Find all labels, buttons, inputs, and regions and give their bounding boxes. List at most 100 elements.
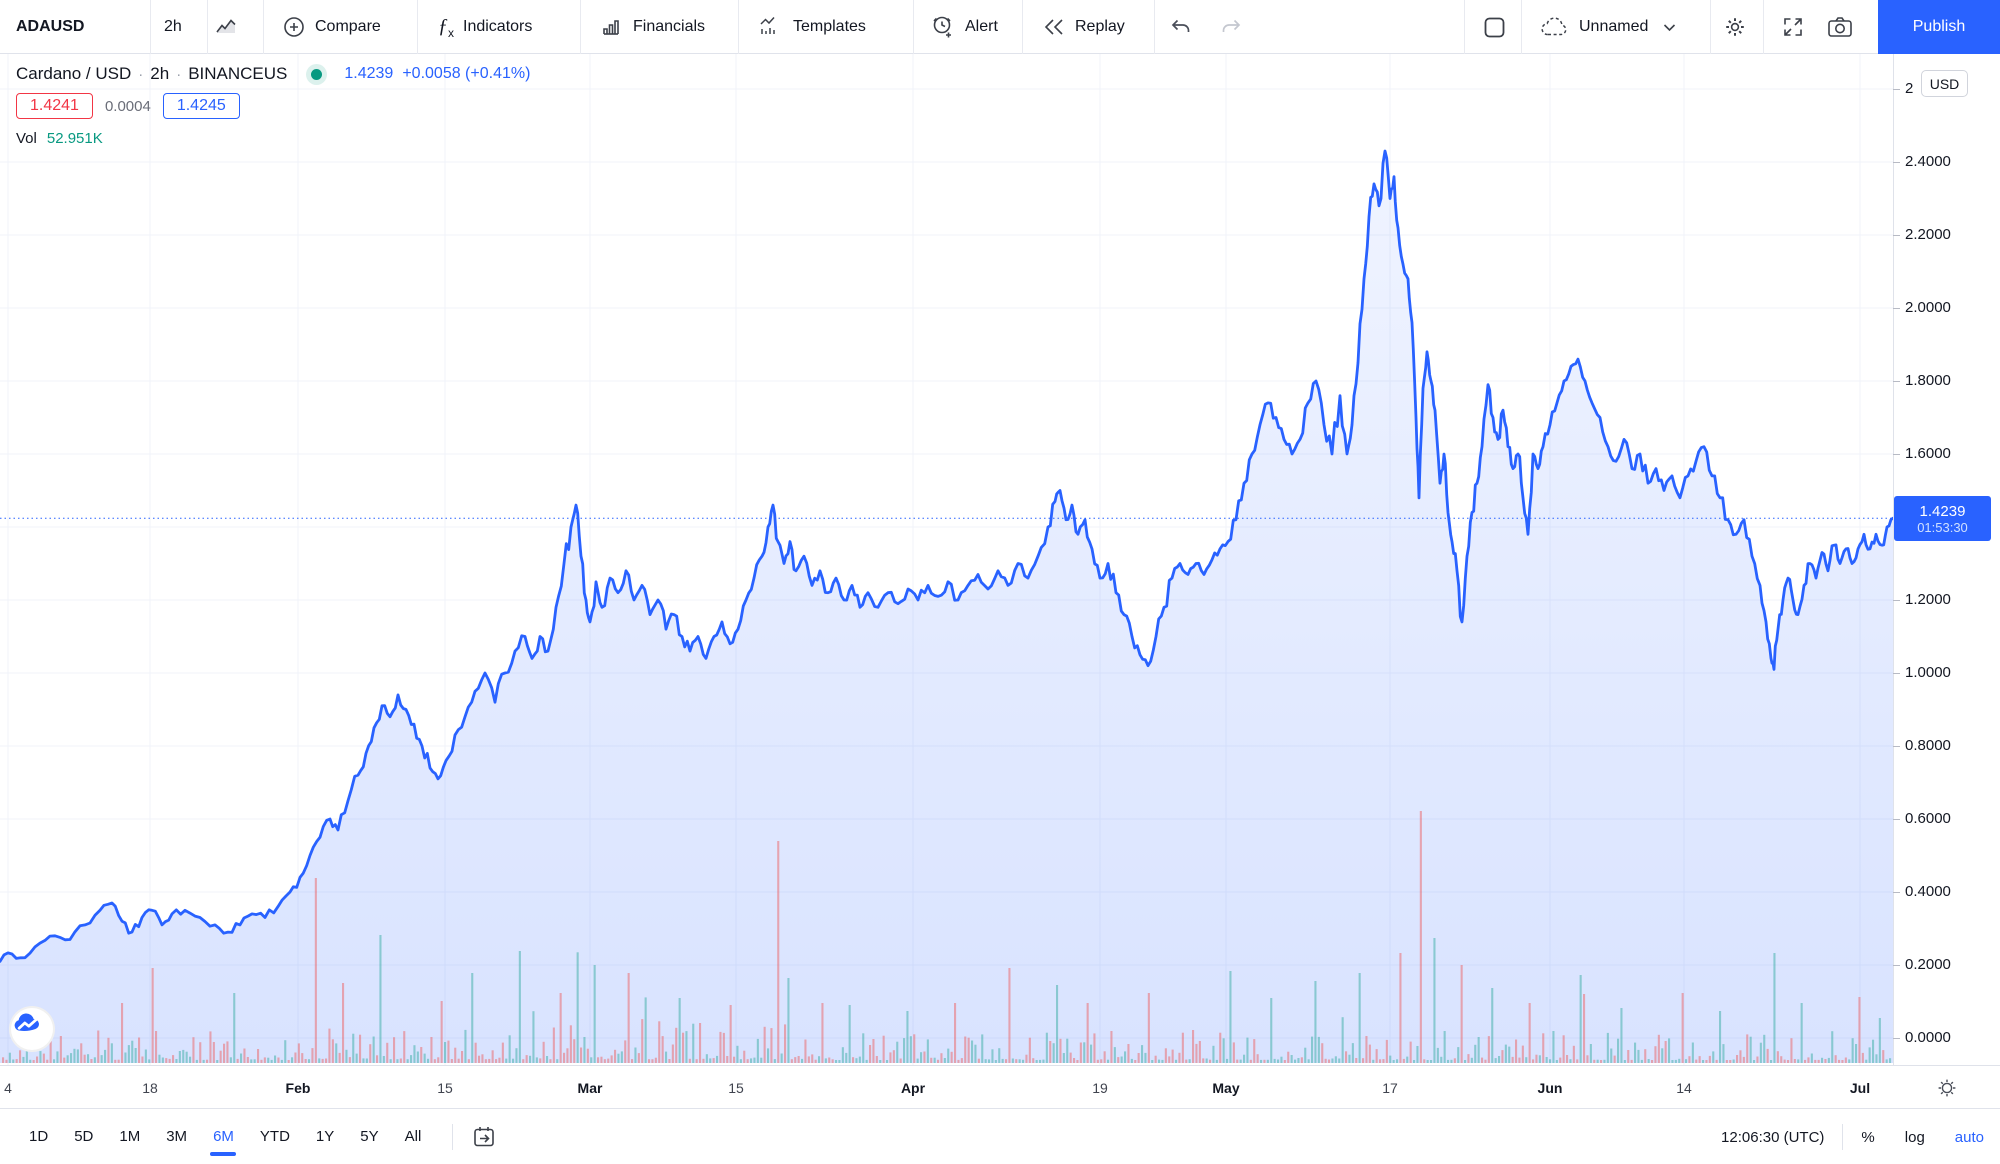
price-axis-tick: 0.0000 [1893,1029,1951,1046]
range-button-6m[interactable]: 6M [200,1121,247,1152]
price-axis-tick: 2.0000 [1893,299,1951,316]
fullscreen-arrows-icon [1780,14,1806,40]
financials-label: Financials [633,18,706,35]
volume-value: 52.951K [46,130,103,147]
compare-button[interactable]: Compare [282,0,381,54]
price-axis-tick: 2.2000 [1893,226,1951,243]
legend-symbol[interactable]: Cardano / USD [16,64,132,83]
log-scale-button[interactable]: log [1904,1128,1925,1146]
chart-pane[interactable]: Cardano / USD · 2h · BINANCEUS 1.4239 +0… [0,54,1893,1065]
currency-label: USD [1929,75,1960,92]
templates-label: Templates [793,18,866,35]
symbol-label: ADAUSD [16,18,85,35]
legend-change: +0.0058 (+0.41%) [402,65,531,82]
publish-button[interactable]: Publish [1878,0,2000,54]
layout-select-button[interactable] [1482,0,1507,54]
toolbar-divider [738,0,739,54]
range-button-1y[interactable]: 1Y [315,1128,335,1145]
range-button-5y[interactable]: 5Y [360,1128,379,1145]
range-button-1d[interactable]: 1D [29,1128,49,1145]
legend-exchange[interactable]: BINANCEUS [188,64,288,83]
interval-button[interactable]: 2h [164,0,182,54]
last-price-value: 1.4239 [1919,502,1966,520]
cloud-icon [1540,15,1570,39]
time-axis-label: 19 [1092,1079,1108,1096]
price-axis-tick: 1.2000 [1893,591,1951,608]
toolbar-divider [580,0,581,54]
legend-last-price: 1.4239 [344,65,394,82]
session-clock-button[interactable]: 12:06:30 (UTC) [1721,1128,1825,1146]
templates-button[interactable]: Templates [758,0,866,54]
area-chart-icon [214,15,238,39]
time-axis-label: Apr [900,1079,926,1096]
price-axis-tick-partial: 2 [1892,80,1914,97]
undo-button[interactable] [1168,0,1194,54]
camera-icon [1826,14,1854,40]
time-axis[interactable]: 4 18 Feb 15 Mar 15 Apr 19 May 17 Jun 14 Jul [0,1065,2000,1108]
price-axis-tick: 2.4000 [1893,153,1951,170]
scales-settings-button[interactable] [1934,1075,1960,1101]
toolbar-divider [417,0,418,54]
toolbar-divider [1464,0,1465,54]
auto-scale-button[interactable]: auto [1954,1128,1984,1146]
time-axis-label: Jul [1849,1079,1871,1096]
legend-interval[interactable]: 2h [150,64,170,83]
range-button-3m[interactable]: 3M [166,1128,188,1145]
replay-button[interactable]: Replay [1042,0,1125,54]
currency-toggle-button[interactable]: USD [1921,70,1968,97]
layout-name-label: Unnamed [1579,18,1649,35]
price-axis-tick: 1.8000 [1893,372,1951,389]
financials-button[interactable]: Financials [600,0,705,54]
chart-legend: Cardano / USD · 2h · BINANCEUS 1.4239 +0… [16,64,530,147]
redo-button[interactable] [1218,0,1244,54]
toolbar-divider [207,0,208,54]
divider [452,1123,454,1150]
legend-separator: · [138,65,144,83]
price-axis-tick: 0.4000 [1893,883,1951,900]
toolbar-divider [1763,0,1764,54]
interval-label: 2h [164,18,182,35]
time-axis-label: 15 [728,1079,744,1096]
bar-chart-icon [600,15,624,39]
percent-scale-button[interactable]: % [1861,1128,1875,1146]
go-to-date-button[interactable] [471,1124,497,1150]
price-axis-tick: 0.6000 [1893,810,1951,827]
fullscreen-button[interactable] [1780,0,1806,54]
gear-icon [1722,14,1748,40]
time-axis-label: Mar [577,1079,603,1096]
alarm-clock-plus-icon [930,14,956,40]
range-button-all[interactable]: All [404,1128,422,1145]
market-status-icon[interactable] [311,68,323,80]
chart-properties-button[interactable] [1722,0,1748,54]
indicators-button[interactable]: ƒx Indicators [438,0,532,54]
chart-style-button[interactable] [214,0,238,54]
toolbar-divider [1521,0,1522,54]
buy-price-button[interactable]: 1.4245 [162,93,240,119]
sell-price-button[interactable]: 1.4241 [16,93,93,119]
range-button-1m[interactable]: 1M [119,1128,141,1145]
range-button-ytd[interactable]: YTD [259,1128,290,1145]
spread-value: 0.0004 [104,97,151,115]
toolbar-divider [263,0,264,54]
tradingview-logo[interactable] [11,1008,53,1050]
redo-icon [1218,16,1244,38]
price-axis-tick: 0.2000 [1893,956,1951,973]
fx-icon: ƒx [438,14,454,40]
toolbar-divider [913,0,914,54]
price-axis[interactable]: 2 2.4000 2.2000 2.0000 1.8000 1.6000 1.2000 1.0… [1892,54,2000,1065]
layout-square-icon [1482,15,1507,40]
range-button-5d[interactable]: 5D [74,1128,94,1145]
bottom-toolbar: 1D 5D 1M 3M 6M YTD 1Y 5Y All 12:06:30 (UTC) % lo… [0,1108,2000,1164]
alert-button[interactable]: Alert [930,0,998,54]
save-layout-button[interactable]: Unnamed [1540,0,1676,54]
legend-separator: · [176,65,182,83]
toolbar-divider [1710,0,1711,54]
symbol-button[interactable]: ADAUSD [16,0,84,54]
replay-rewind-icon [1042,15,1066,39]
templates-icon [758,15,784,39]
snapshot-button[interactable] [1826,0,1854,54]
bar-countdown: 01:53:30 [1917,519,1968,535]
time-axis-label: Feb [285,1079,311,1096]
price-axis-tick: 1.0000 [1893,664,1951,681]
